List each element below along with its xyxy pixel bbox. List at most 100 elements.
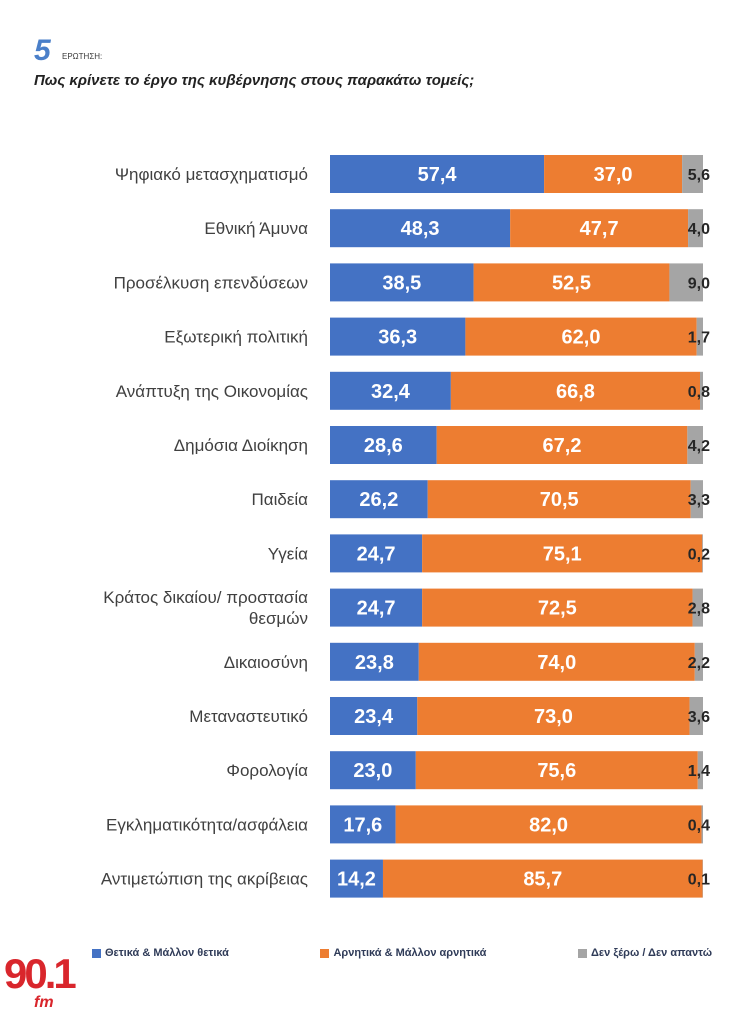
category-label-line: Δικαιοσύνη bbox=[224, 653, 308, 672]
data-label-positive: 14,2 bbox=[337, 869, 376, 891]
data-label-negative: 47,7 bbox=[580, 218, 619, 240]
data-label-unknown: 0,1 bbox=[688, 872, 710, 889]
category-label: Προσέλκυση επενδύσεων bbox=[114, 273, 308, 292]
data-label-positive: 36,3 bbox=[378, 327, 417, 349]
bar-unknown bbox=[692, 588, 703, 627]
bar-positive bbox=[330, 751, 416, 790]
category-label-line: Δημόσια Διοίκηση bbox=[174, 436, 308, 455]
category-label-line: Εθνική Άμυνα bbox=[204, 219, 308, 238]
data-label-unknown: 0,2 bbox=[688, 546, 710, 563]
data-label-unknown: 2,8 bbox=[688, 601, 710, 618]
legend-item-unknown: Δεν ξέρω / Δεν απαντώ bbox=[578, 947, 712, 959]
data-label-unknown: 0,4 bbox=[688, 817, 710, 834]
category-label: Μεταναστευτικό bbox=[189, 707, 308, 726]
category-label: Κράτος δικαίου/ προστασία θεσμών bbox=[103, 588, 308, 628]
stacked-bar-chart: Ψηφιακό μετασχηματισμό 57,4 37,0 5,6 Εθνική … bbox=[101, 155, 710, 898]
category-label-line: Παιδεία bbox=[251, 490, 308, 509]
category-label: Δικαιοσύνη bbox=[224, 653, 308, 672]
data-label-unknown: 4,0 bbox=[688, 221, 710, 238]
data-label-negative: 37,0 bbox=[594, 164, 633, 186]
bar-negative bbox=[427, 480, 691, 519]
data-label-positive: 24,7 bbox=[357, 543, 396, 565]
category-label: Φορολογία bbox=[226, 761, 308, 780]
bar-positive bbox=[330, 642, 419, 681]
chart-legend: Θετικά & Μάλλον θετικά Αρνητικά & Μάλλον… bbox=[92, 947, 712, 959]
data-label-negative: 73,0 bbox=[534, 706, 573, 728]
bar-unknown bbox=[682, 155, 703, 193]
data-label-positive: 23,8 bbox=[355, 652, 394, 674]
bar-positive bbox=[330, 534, 423, 573]
bar-unknown bbox=[687, 426, 703, 464]
category-label: Εξωτερική πολιτική bbox=[164, 328, 308, 347]
category-label: Δημόσια Διοίκηση bbox=[174, 436, 308, 455]
data-label-unknown: 9,0 bbox=[688, 275, 710, 292]
bar-unknown bbox=[694, 642, 703, 681]
category-label: Εγκληματικότητα/ασφάλεια bbox=[106, 815, 308, 834]
bar-unknown bbox=[701, 805, 703, 844]
data-label-negative: 52,5 bbox=[552, 272, 591, 294]
bar-negative bbox=[473, 263, 670, 302]
bar-negative bbox=[422, 588, 693, 627]
data-label-unknown: 0,8 bbox=[688, 384, 710, 401]
bar-negative bbox=[450, 371, 701, 410]
category-label: Ανάπτυξη της Οικονομίας bbox=[116, 382, 308, 401]
data-label-negative: 67,2 bbox=[543, 435, 582, 457]
bar-positive bbox=[330, 263, 474, 302]
bar-positive bbox=[330, 426, 437, 464]
bar-positive bbox=[330, 155, 545, 193]
bar-positive bbox=[330, 588, 423, 627]
data-label-positive: 23,4 bbox=[354, 706, 394, 728]
bar-unknown bbox=[697, 751, 703, 790]
data-label-negative: 72,5 bbox=[538, 598, 577, 620]
bar-negative bbox=[415, 751, 698, 790]
bar-unknown bbox=[689, 697, 703, 735]
category-label-line: Φορολογία bbox=[226, 761, 308, 780]
question-number: 5 bbox=[34, 34, 51, 67]
chart-title: Πως κρίνετε το έργο της κυβέρνησης στους… bbox=[34, 72, 475, 89]
bar-negative bbox=[510, 209, 689, 248]
category-label: Αντιμετώπιση της ακρίβειας bbox=[101, 870, 308, 889]
data-label-positive: 26,2 bbox=[359, 489, 398, 511]
data-label-negative: 85,7 bbox=[523, 869, 562, 891]
bar-negative bbox=[418, 642, 695, 681]
data-label-negative: 70,5 bbox=[540, 489, 579, 511]
data-label-unknown: 1,4 bbox=[688, 763, 710, 780]
data-label-positive: 23,0 bbox=[353, 760, 392, 782]
bar-negative bbox=[436, 426, 688, 464]
legend-item-negative: Αρνητικά & Μάλλον αρνητικά bbox=[320, 947, 486, 959]
bar-unknown bbox=[688, 209, 703, 248]
data-label-negative: 66,8 bbox=[556, 381, 595, 403]
data-label-positive: 28,6 bbox=[364, 435, 403, 457]
legend-item-positive: Θετικά & Μάλλον θετικά bbox=[92, 947, 229, 959]
bar-positive bbox=[330, 371, 451, 410]
bar-positive bbox=[330, 805, 396, 844]
data-label-unknown: 2,2 bbox=[688, 655, 710, 672]
logo-suffix: fm bbox=[34, 994, 54, 1011]
category-label-line: Υγεία bbox=[268, 544, 308, 563]
data-label-unknown: 3,3 bbox=[688, 492, 710, 509]
bar-negative bbox=[465, 317, 697, 356]
bar-negative bbox=[395, 805, 702, 844]
data-label-positive: 17,6 bbox=[343, 814, 382, 836]
data-label-negative: 62,0 bbox=[562, 327, 601, 349]
legend-label-negative: Αρνητικά & Μάλλον αρνητικά bbox=[333, 947, 487, 959]
data-label-negative: 75,6 bbox=[537, 760, 576, 782]
data-label-positive: 57,4 bbox=[418, 164, 458, 186]
bar-unknown bbox=[702, 534, 703, 573]
data-label-positive: 48,3 bbox=[401, 218, 440, 240]
category-label: Εθνική Άμυνα bbox=[204, 219, 308, 238]
data-label-unknown: 4,2 bbox=[688, 438, 710, 455]
category-label-line: Αντιμετώπιση της ακρίβειας bbox=[101, 870, 308, 889]
radio-logo: 90.1 fm bbox=[4, 952, 77, 1020]
category-label: Παιδεία bbox=[251, 490, 308, 509]
legend-swatch-positive bbox=[92, 948, 101, 958]
legend-swatch-unknown bbox=[578, 948, 588, 958]
category-label-line: Μεταναστευτικό bbox=[189, 707, 308, 726]
data-label-positive: 32,4 bbox=[371, 381, 411, 403]
bar-negative bbox=[422, 534, 703, 573]
legend-label-positive: Θετικά & Μάλλον θετικά bbox=[105, 947, 229, 959]
bar-negative bbox=[382, 859, 703, 898]
bar-positive bbox=[330, 317, 466, 356]
data-label-unknown: 3,6 bbox=[688, 709, 710, 726]
bar-positive bbox=[330, 209, 511, 248]
